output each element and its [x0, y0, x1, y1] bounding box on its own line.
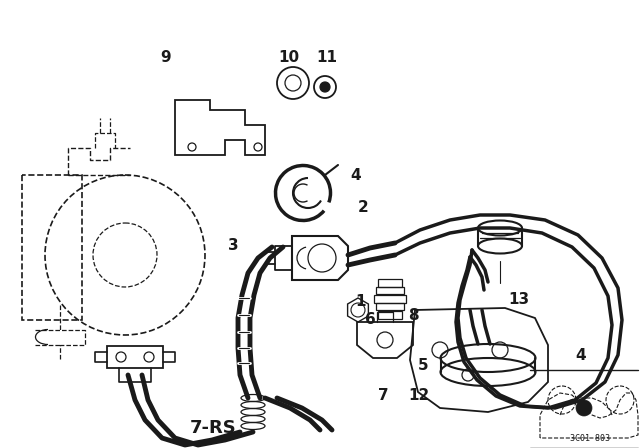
Text: 2: 2	[358, 201, 369, 215]
Circle shape	[320, 82, 330, 92]
Text: 13: 13	[508, 293, 529, 307]
Text: 3C01 803: 3C01 803	[570, 434, 610, 443]
Text: 7: 7	[378, 388, 388, 402]
Circle shape	[576, 400, 592, 416]
Text: 4: 4	[575, 348, 586, 362]
Text: 11: 11	[316, 49, 337, 65]
Text: 3: 3	[228, 237, 239, 253]
Text: 8: 8	[408, 307, 419, 323]
Text: 5: 5	[418, 358, 429, 372]
Text: 7-RS: 7-RS	[189, 419, 236, 437]
Text: 6: 6	[365, 313, 376, 327]
Text: 9: 9	[160, 49, 171, 65]
Text: 1: 1	[355, 294, 365, 310]
Text: 4: 4	[350, 168, 360, 182]
Text: 10: 10	[278, 49, 299, 65]
Text: 12: 12	[408, 388, 429, 402]
